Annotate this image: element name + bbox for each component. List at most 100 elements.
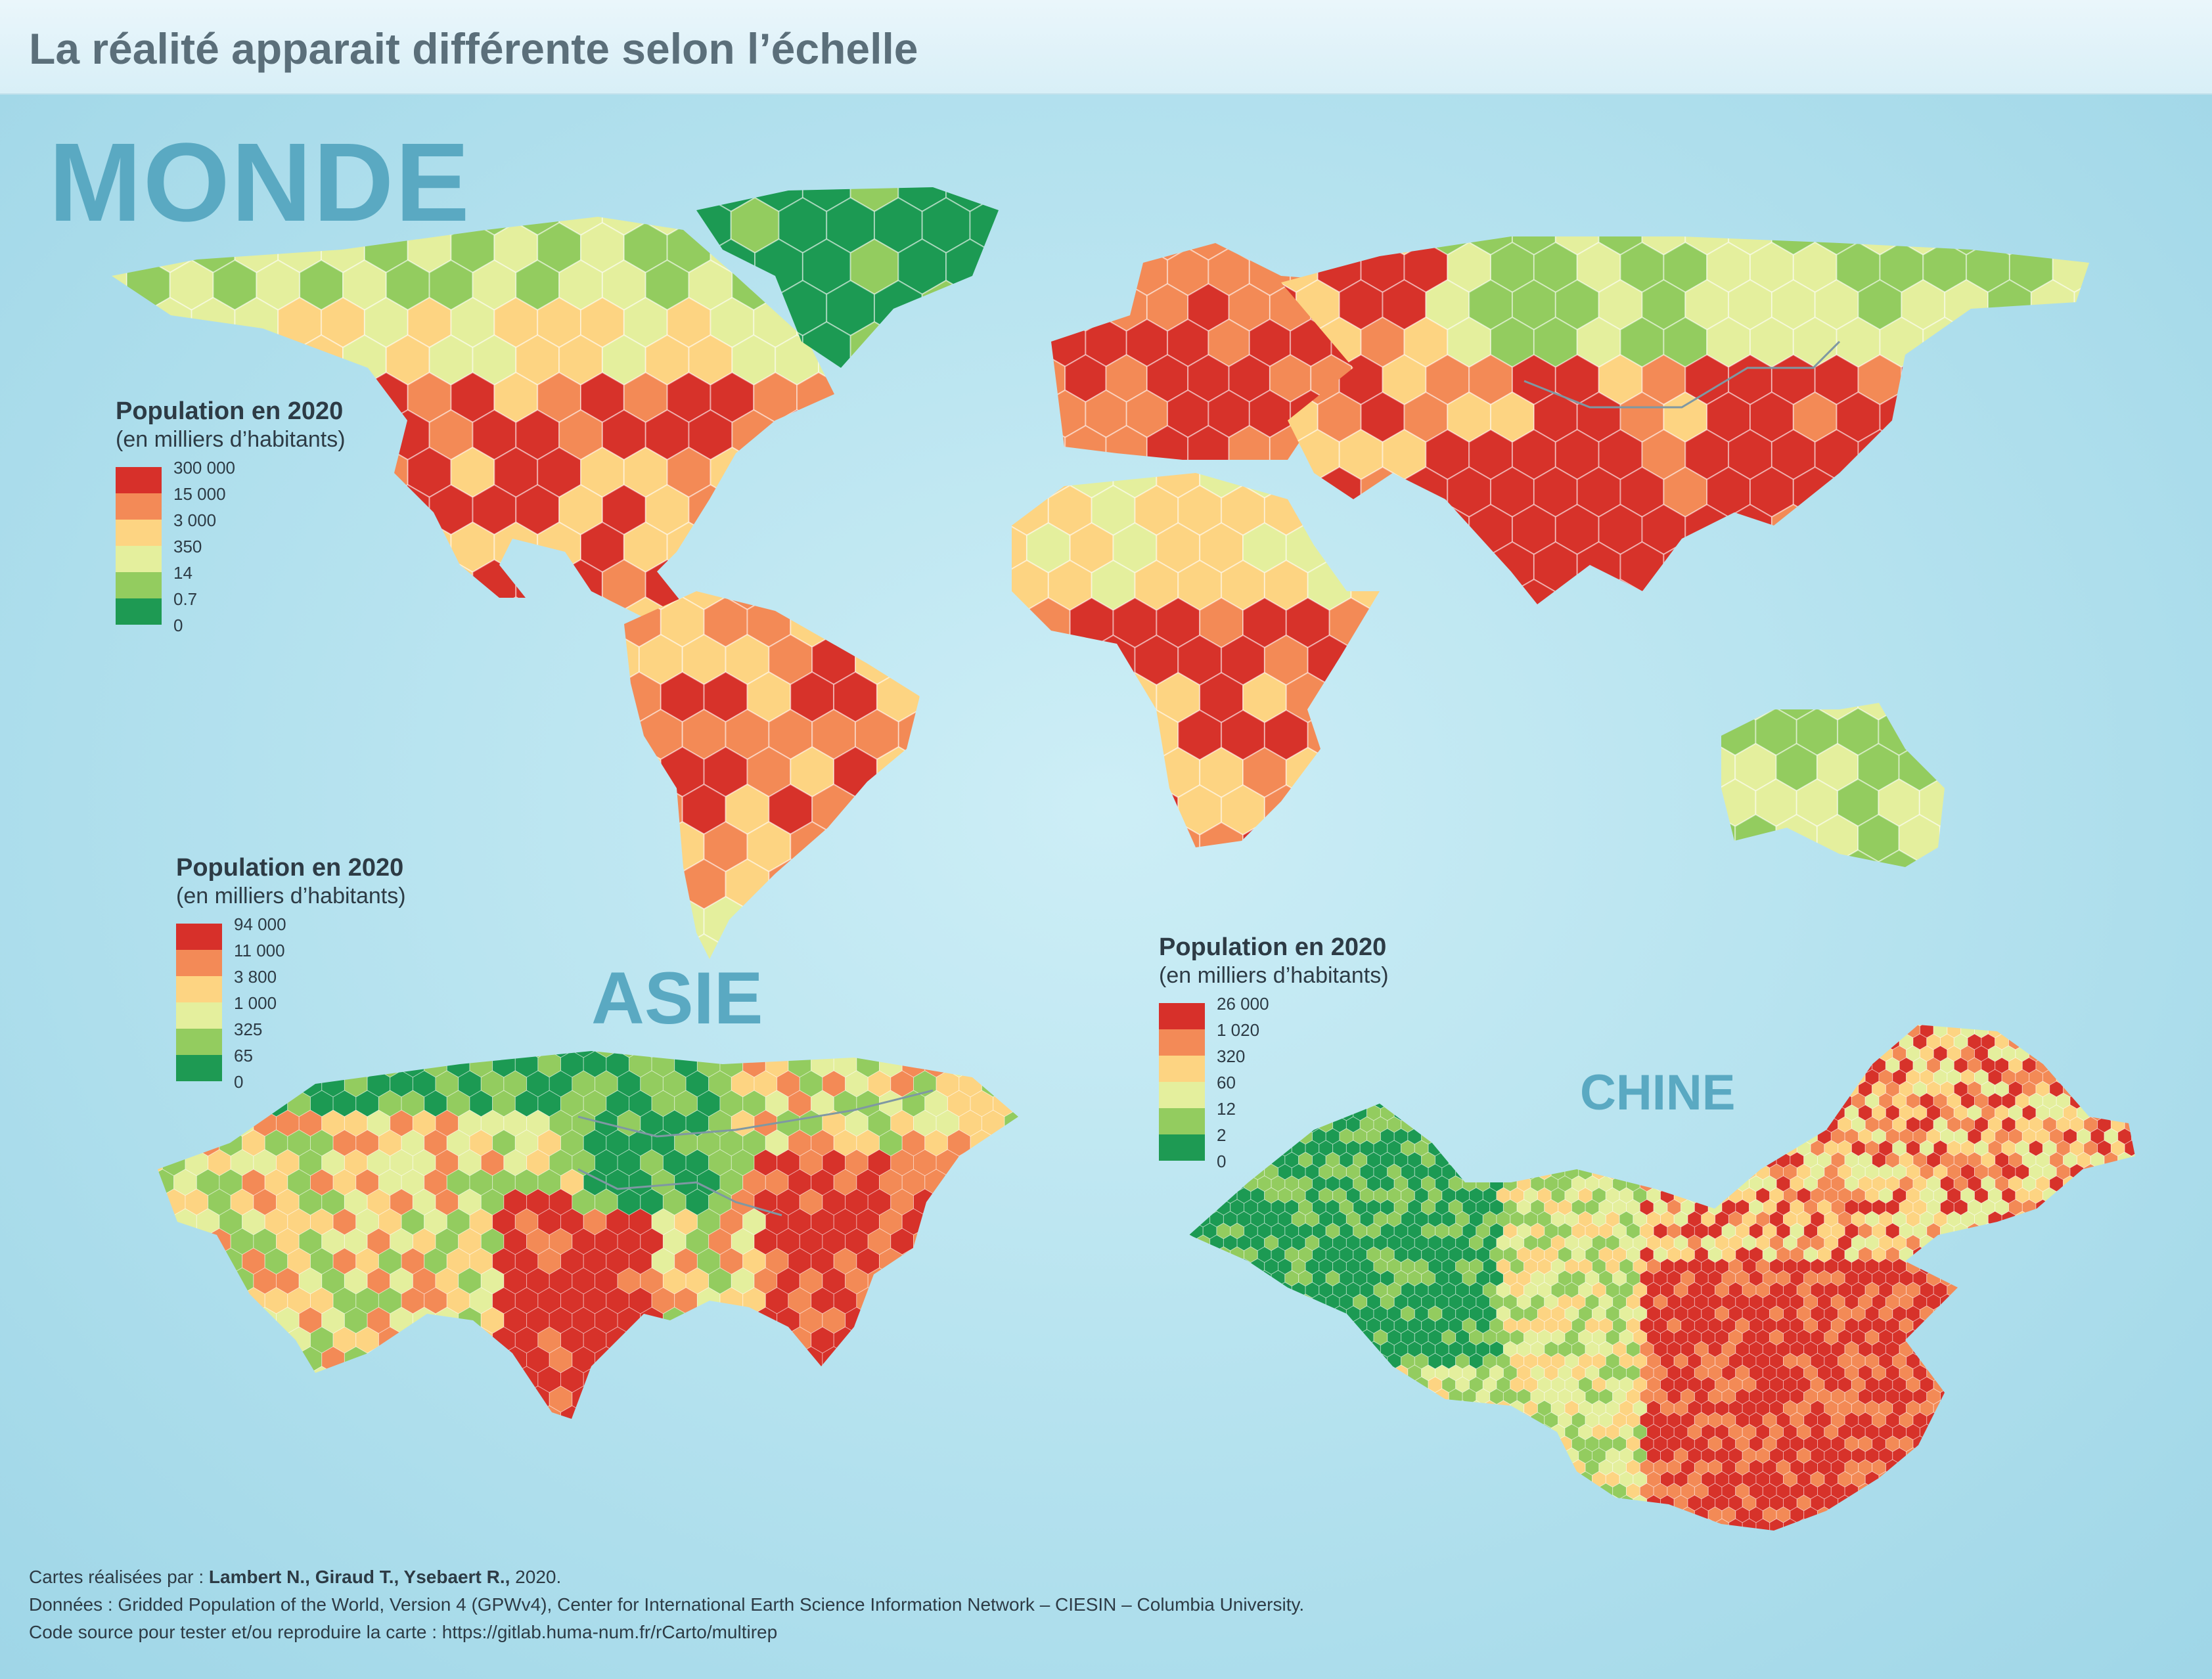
- hexagon-cell: [919, 820, 920, 873]
- hexagon-cell: [1489, 1104, 1504, 1121]
- hexagon-cell: [1981, 1388, 1996, 1405]
- hexagon-cell: [1455, 1025, 1470, 1039]
- legend-swatch: [116, 546, 162, 572]
- hexagon-cell: [1995, 1364, 2009, 1381]
- hexagon-cell: [1496, 1423, 1511, 1441]
- hexagon-cell: [1790, 1104, 1805, 1121]
- hexagon-cell: [2138, 1471, 2152, 1487]
- hexagon-cell: [1960, 1494, 1975, 1511]
- legend-break: 11 000: [234, 941, 285, 960]
- hexagon-cell: [1401, 1518, 1415, 1531]
- hexagon-cell: [1940, 1412, 1954, 1429]
- hexagon-cell: [1898, 703, 1941, 721]
- hexagon-cell: [924, 1326, 948, 1354]
- hexagon-cell: [1776, 1057, 1791, 1074]
- hexagon-cell: [2049, 1506, 2064, 1523]
- hexagon-cell: [1448, 1459, 1463, 1476]
- hexagon-cell: [1496, 1518, 1511, 1531]
- hexagon-cell: [2076, 1435, 2091, 1452]
- hexagon-cell: [1612, 1025, 1627, 1027]
- hexagon-cell: [840, 522, 884, 572]
- hexagon-cell: [2097, 1069, 2111, 1086]
- hexagon-cell: [1550, 1494, 1566, 1511]
- hexagon-cell: [799, 1385, 823, 1413]
- hexagon-cell: [2069, 1025, 2085, 1039]
- hexagon-cell: [1004, 1188, 1018, 1216]
- hexagon-cell: [1393, 1081, 1409, 1098]
- hexagon-cell: [1462, 1412, 1477, 1429]
- hexagon-cell: [1469, 1163, 1483, 1180]
- hexagon-cell: [1844, 1025, 1859, 1027]
- hexagon-cell: [1995, 1025, 2009, 1027]
- hexagon-cell: [1366, 1459, 1381, 1476]
- legend-asie: Population en 2020 (en milliers d’habita…: [176, 854, 406, 1092]
- hexagon-cell: [1926, 1317, 1941, 1334]
- hexagon-cell: [1489, 1128, 1504, 1145]
- hexagon-cell: [731, 1346, 755, 1374]
- hexagon-cell: [1380, 1506, 1395, 1523]
- hexagon-cell: [1476, 1435, 1491, 1452]
- hexagon-cell: [1776, 1128, 1791, 1145]
- hexagon-cell: [436, 1425, 459, 1452]
- hexagon-cell: [2145, 1223, 2159, 1239]
- hexagon-cell: [1269, 243, 1312, 261]
- hexagon-cell: [1366, 1364, 1381, 1381]
- hexagon-cell: [1393, 1412, 1409, 1429]
- hexagon-cell: [1421, 1025, 1435, 1027]
- hexagon-cell: [1728, 578, 1772, 604]
- hexagon-cell: [1776, 1033, 1791, 1050]
- hexagon-cell: [1901, 428, 1946, 481]
- hexagon-cell: [1899, 1459, 1914, 1476]
- hexagon-cell: [2056, 1282, 2071, 1299]
- hexagon-cell: [1448, 1506, 1463, 1523]
- hexagon-cell: [2076, 1317, 2091, 1334]
- hexagon-cell: [446, 1326, 470, 1354]
- hexagon-cell: [1112, 821, 1158, 847]
- hexagon-cell: [173, 1287, 197, 1314]
- hexagon-cell: [2117, 1317, 2132, 1334]
- hexagon-cell: [891, 1425, 914, 1452]
- hexagon-cell: [2030, 428, 2075, 481]
- hexagon-cell: [1537, 1494, 1552, 1511]
- hexagon-cell: [947, 1326, 971, 1354]
- hexagon-cell: [1339, 1388, 1354, 1405]
- hexagon-cell: [981, 1346, 1005, 1374]
- hexagon-cell: [1790, 1128, 1805, 1145]
- hexagon-cell: [1530, 1025, 1545, 1027]
- hexagon-cell: [158, 1247, 175, 1275]
- hexagon-cell: [1312, 1530, 1326, 1531]
- hexagon-cell: [2117, 504, 2161, 554]
- hexagon-cell: [1974, 1234, 1989, 1251]
- hexagon-cell: [1189, 1364, 1204, 1381]
- hexagon-cell: [1605, 1025, 1620, 1039]
- hexagon-cell: [2117, 1506, 2132, 1523]
- hexagon-cell: [1544, 1435, 1559, 1452]
- hexagon-cell: [1223, 1329, 1238, 1346]
- legend-swatch: [116, 467, 162, 493]
- hexagon-cell: [1305, 1376, 1320, 1393]
- hexagon-cell: [2042, 1494, 2057, 1511]
- hexagon-cell: [1250, 1518, 1265, 1531]
- hexagon-cell: [1953, 1317, 1968, 1334]
- hexagon-cell: [1047, 709, 1093, 761]
- hexagon-cell: [1469, 1025, 1483, 1039]
- hexagon-cell: [1216, 1459, 1231, 1476]
- hexagon-cell: [401, 1366, 425, 1393]
- hexagon-cell: [959, 1188, 982, 1216]
- hexagon-cell: [1469, 1447, 1483, 1464]
- hexagon-cell: [2131, 1104, 2135, 1121]
- hexagon-cell: [890, 1307, 914, 1334]
- hexagon-cell: [1271, 1388, 1286, 1405]
- hexagon-cell: [1380, 1388, 1395, 1405]
- hexagon-cell: [1250, 1376, 1265, 1393]
- hexagon-cell: [2145, 1412, 2159, 1428]
- hexagon-cell: [158, 1385, 163, 1413]
- hexagon-cell: [1236, 1282, 1252, 1299]
- hexagon-cell: [2042, 1045, 2057, 1062]
- hexagon-cell: [685, 1307, 710, 1334]
- hexagon-cell: [1502, 1412, 1518, 1429]
- hexagon-cell: [2063, 1222, 2077, 1240]
- hexagon-cell: [1230, 1364, 1244, 1381]
- hexagon-cell: [424, 1405, 447, 1419]
- hexagon-cell: [1312, 1483, 1326, 1500]
